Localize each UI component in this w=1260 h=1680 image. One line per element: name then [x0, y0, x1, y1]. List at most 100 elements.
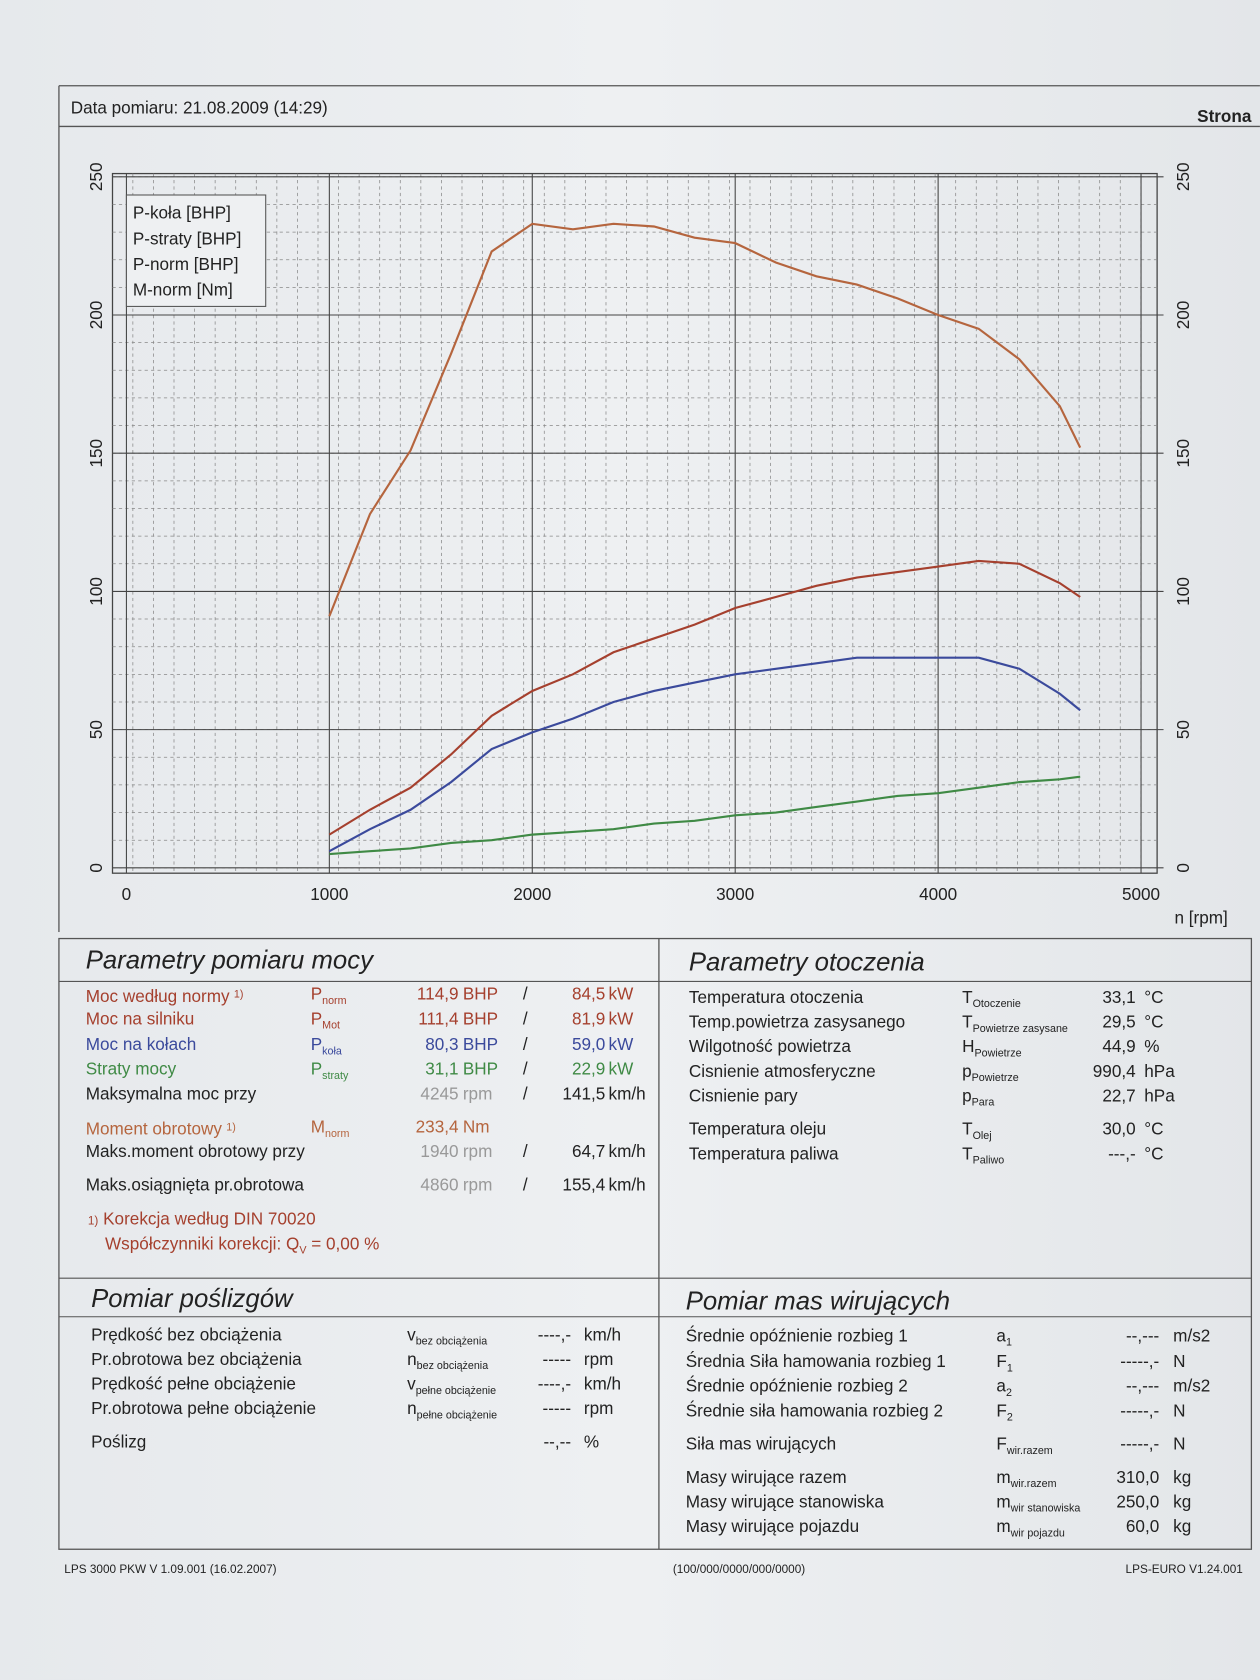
value: -----,- [1120, 1402, 1160, 1421]
unit: km/h [608, 1176, 646, 1195]
unit: rpm [583, 1400, 614, 1419]
plot-frame [111, 172, 1158, 874]
label: Średnie opóźnienie rozbieg 2 [685, 1377, 908, 1397]
symbol-sub: 1 [1005, 1337, 1012, 1349]
x-tick-label: 5000 [1122, 884, 1160, 904]
label: Pr.obrotowa bez obciążenia [91, 1351, 302, 1370]
symbol-main: v [407, 1375, 416, 1394]
label-text: Moc na kołach [85, 1036, 197, 1055]
symbol-sub: Powietrze zasysane [972, 1023, 1068, 1035]
unit: hPa [1144, 1062, 1175, 1082]
label: Maks.osiągnięta pr.obrotowa [86, 1176, 304, 1195]
value: 31,1 [425, 1060, 459, 1079]
label: Temp.powietrza zasysanego [688, 1013, 906, 1032]
symbol-main: F [996, 1435, 1007, 1454]
symbol-main: a [996, 1327, 1006, 1346]
symbol: PMot [311, 1010, 340, 1036]
unit: km/h [583, 1326, 622, 1345]
label-text: Moment obrotowy [85, 1120, 222, 1139]
value: 114,9 [416, 985, 459, 1004]
x-tick-label: 3000 [716, 884, 754, 904]
series-line [328, 656, 1081, 853]
symbol-sub: wir.razem [1006, 1445, 1053, 1458]
symbol-sub: wir.razem [1010, 1478, 1057, 1491]
unit: kg [1173, 1468, 1192, 1488]
value: ----- [542, 1400, 572, 1419]
y2-tick-label: 250 [1173, 162, 1193, 191]
unit: BHP [462, 1060, 499, 1079]
coeff-label: Współczynniki korekcji: Q [104, 1235, 300, 1254]
footnote-marker: 1) [233, 988, 244, 1001]
symbol-sub: pełne obciążenie [416, 1409, 498, 1422]
symbol-main: a [996, 1377, 1006, 1397]
unit: rpm [462, 1085, 493, 1104]
footnote-marker: 1) [226, 1121, 236, 1134]
value: 44,9 [1102, 1038, 1136, 1057]
coeff-value: = 0,00 % [311, 1235, 380, 1254]
unit: Nm [462, 1118, 490, 1137]
y2-tick-label: 100 [1173, 577, 1193, 606]
symbol: mwir pojazdu [996, 1518, 1064, 1544]
unit: kg [1173, 1493, 1192, 1512]
y-tick-label: 100 [86, 577, 106, 606]
y-tick-label: 150 [86, 439, 106, 468]
unit: km/h [583, 1375, 622, 1394]
symbol: a2 [996, 1378, 1012, 1404]
x-axis-label: n [rpm] [1175, 908, 1228, 928]
symbol: F2 [996, 1402, 1012, 1428]
symbol-sub: norm [324, 1128, 350, 1140]
section-title: Parametry pomiaru mocy [85, 946, 373, 975]
label: Cisnienie pary [688, 1087, 798, 1106]
label: Maks.moment obrotowy przy [86, 1143, 305, 1162]
unit: m/s2 [1173, 1377, 1211, 1397]
symbol-sub: norm [322, 995, 347, 1008]
unit: rpm [462, 1176, 493, 1195]
unit: N [1173, 1402, 1186, 1421]
label: Średnie opóźnienie rozbieg 1 [685, 1327, 908, 1346]
label: Moc na kołach [86, 1036, 197, 1055]
value: ----,- [537, 1326, 572, 1345]
label: Średnie siła hamowania rozbieg 2 [685, 1402, 943, 1421]
separator: / [522, 985, 528, 1004]
symbol-sub: bez obciążenia [416, 1360, 489, 1373]
value: 22,9 [571, 1060, 606, 1079]
label-text: Maks.moment obrotowy przy [85, 1143, 305, 1162]
unit: kW [608, 1010, 634, 1029]
label-text: Moc na silniku [85, 1010, 195, 1029]
symbol: npełne obciążenie [407, 1400, 497, 1426]
label: Maksymalna moc przy [86, 1085, 257, 1104]
value: --,-- [543, 1433, 572, 1452]
symbol: a1 [996, 1327, 1012, 1353]
label: Masy wirujące razem [685, 1468, 847, 1488]
symbol-sub: pełne obciążenie [415, 1385, 497, 1398]
footnote-text: Korekcja według DIN 70020 [103, 1210, 316, 1229]
value: 233,4 [415, 1118, 459, 1137]
unit: rpm [583, 1351, 614, 1370]
symbol-main: T [962, 1013, 973, 1032]
value: 64,7 [571, 1143, 606, 1162]
unit: °C [1144, 1013, 1164, 1032]
symbol: Pstraty [311, 1061, 349, 1087]
label: Moc na silniku [86, 1010, 195, 1029]
value: 59,0 [571, 1036, 606, 1055]
value: -----,- [1120, 1353, 1160, 1372]
value: --,--- [1125, 1327, 1160, 1346]
symbol-main: m [996, 1493, 1011, 1512]
symbol: pPowietrze [962, 1063, 1019, 1089]
label: Temperatura otoczenia [688, 988, 864, 1008]
value: 80,3 [425, 1036, 459, 1055]
coefficients: Współczynniki korekcji: QV = 0,00 % [105, 1235, 379, 1261]
symbol-main: T [962, 1120, 973, 1139]
symbol: Pkoła [311, 1036, 342, 1062]
label: Poślizg [91, 1433, 147, 1452]
series-line [329, 775, 1081, 856]
unit: °C [1144, 988, 1164, 1008]
symbol-main: F [996, 1402, 1007, 1421]
coeff-sub: V [299, 1244, 307, 1257]
symbol-sub: koła [322, 1045, 342, 1058]
unit: km/h [608, 1085, 646, 1104]
label: Straty mocy [86, 1061, 176, 1080]
label: Masy wirujące pojazdu [685, 1518, 860, 1537]
value: 310,0 [1116, 1468, 1160, 1488]
